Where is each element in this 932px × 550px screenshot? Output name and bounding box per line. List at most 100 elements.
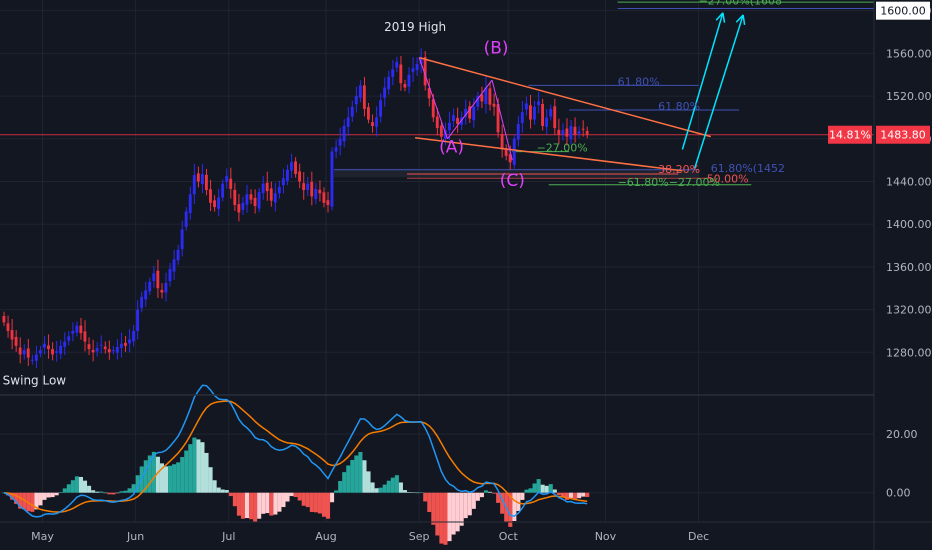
macd-histogram-bar: [471, 492, 476, 509]
candle-body: [354, 96, 358, 105]
candle-body: [140, 296, 144, 308]
macd-histogram-bar: [224, 490, 229, 493]
macd-histogram-bar: [188, 444, 193, 493]
macd-histogram-bar: [382, 484, 387, 493]
candle-body: [350, 106, 354, 117]
macd-histogram-bar: [394, 475, 399, 493]
macd-histogram-bar: [159, 463, 164, 493]
candle-body: [367, 107, 370, 120]
macd-histogram-bar: [569, 492, 574, 498]
candle-body: [63, 341, 67, 347]
macd-histogram-bar: [577, 492, 582, 499]
macd-histogram-bar: [350, 459, 355, 493]
price-axis-area: [874, 0, 932, 550]
macd-histogram-bar: [346, 465, 351, 493]
macd-histogram-bar: [83, 480, 88, 493]
candle-body: [95, 348, 99, 352]
candle-body: [529, 105, 532, 120]
candle-body: [435, 116, 439, 129]
candle-body: [375, 117, 378, 127]
candle-body: [213, 200, 216, 208]
candle-body: [253, 197, 257, 207]
macd-histogram-bar: [532, 483, 537, 493]
macd-histogram-bar: [390, 477, 395, 493]
candle-body: [286, 169, 289, 181]
macd-histogram-bar: [220, 489, 225, 493]
candle-body: [172, 259, 176, 272]
candle-body: [103, 346, 107, 350]
candle-body: [229, 178, 233, 189]
candle-body: [107, 349, 111, 353]
macd-histogram-bar: [115, 492, 120, 494]
candle-body: [160, 289, 164, 293]
macd-histogram-bar: [552, 489, 557, 493]
candle-body: [342, 125, 346, 142]
candle-body: [22, 350, 26, 355]
month-tick-label: Sep: [409, 530, 430, 543]
macd-histogram-bar: [536, 479, 541, 493]
macd-histogram-bar: [540, 484, 545, 493]
macd-histogram-bar: [50, 492, 55, 498]
macd-histogram-bar: [293, 492, 298, 497]
candle-body: [75, 325, 79, 333]
candle-body: [411, 68, 415, 73]
macd-histogram-bar: [164, 466, 169, 493]
macd-histogram-bar: [407, 492, 412, 493]
macd-histogram-bar: [269, 492, 274, 516]
candle-body: [176, 249, 180, 261]
macd-histogram-bar: [573, 492, 578, 499]
macd-histogram-bar: [496, 492, 501, 503]
macd-histogram-bar: [70, 480, 75, 493]
candle-body: [322, 192, 326, 203]
macd-histogram-bar: [301, 492, 306, 506]
macd-histogram-bar: [168, 465, 173, 493]
candle-body: [431, 99, 435, 118]
candle-body: [34, 354, 38, 361]
macd-histogram-bar: [492, 492, 497, 494]
candle-body: [83, 331, 87, 342]
candle-body: [245, 194, 249, 205]
fib-label: 61.80%: [658, 100, 700, 113]
fib-zone: [334, 168, 699, 178]
candle-body: [533, 106, 536, 120]
candle-body: [488, 88, 492, 105]
price-tick-label: 1520.00: [886, 90, 932, 103]
macd-histogram-bar: [62, 488, 67, 493]
candle-body: [128, 339, 131, 344]
candle-body: [30, 359, 34, 361]
change-tag-label: 14.81%: [829, 129, 871, 142]
candle-body: [399, 64, 403, 84]
candle-body: [188, 194, 192, 214]
macd-histogram-bar: [10, 492, 15, 500]
candle-body: [464, 108, 468, 117]
candle-body: [277, 186, 281, 194]
macd-histogram-bar: [309, 492, 314, 512]
macd-histogram-bar: [564, 492, 569, 500]
candle-body: [379, 100, 382, 117]
macd-histogram-bar: [34, 492, 39, 510]
macd-histogram-bar: [427, 492, 432, 513]
candle-body: [281, 178, 285, 186]
candle-body: [196, 173, 200, 182]
candle-body: [184, 211, 188, 227]
macd-histogram-bar: [419, 492, 424, 493]
macd-histogram-bar: [334, 490, 339, 493]
macd-histogram-bar: [285, 492, 290, 502]
candle-body: [261, 183, 265, 194]
candle-body: [205, 174, 208, 191]
triangle-lower-trendline: [415, 136, 683, 172]
macd-histogram-bar: [366, 471, 371, 493]
macd-histogram-bar: [236, 492, 241, 516]
macd-histogram-bar: [581, 492, 586, 497]
macd-histogram-bar: [151, 451, 156, 493]
candle-body: [47, 345, 50, 350]
candle-body: [67, 336, 71, 341]
candle-body: [346, 117, 350, 127]
candle-body: [71, 330, 75, 334]
candle-body: [115, 346, 119, 353]
candle-body: [55, 351, 58, 353]
candle-body: [14, 336, 18, 346]
candle-body: [152, 273, 156, 281]
macd-histogram-bar: [42, 492, 47, 500]
